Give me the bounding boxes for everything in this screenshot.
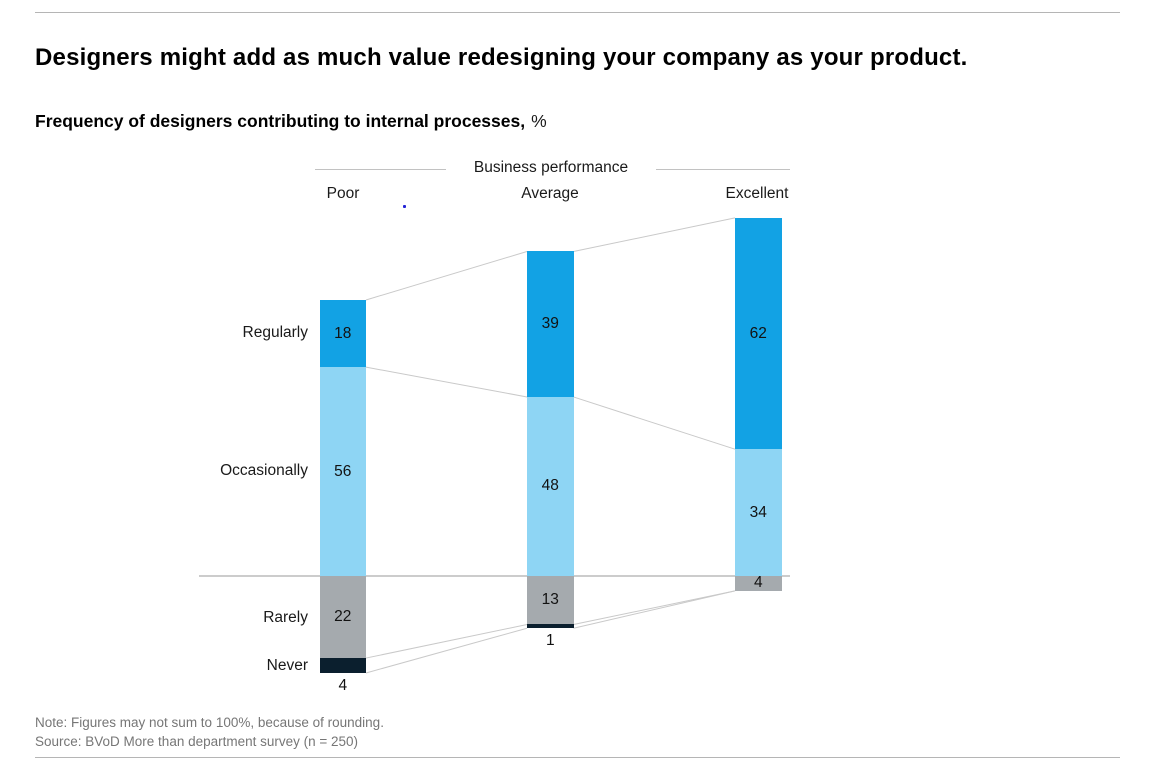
connector-rarely-bottom bbox=[573, 590, 736, 625]
chart-subtitle-unit: % bbox=[531, 111, 547, 131]
source-line: Source: BVoD More than department survey… bbox=[35, 733, 359, 749]
note-line: Note: Figures may not sum to 100%, becau… bbox=[35, 715, 384, 730]
connector-rarely-bottom bbox=[365, 624, 528, 659]
value-poor-never: 4 bbox=[338, 676, 348, 694]
connector-regularly-top bbox=[573, 217, 736, 252]
bar-average-never bbox=[527, 624, 574, 629]
header-rule-left bbox=[315, 169, 446, 170]
chart-subtitle-text: Frequency of designers contributing to i… bbox=[35, 111, 526, 131]
stray-dot-artifact bbox=[403, 205, 406, 208]
bar-poor-regularly bbox=[319, 299, 366, 368]
connector-regularly-top bbox=[365, 251, 528, 301]
bar-poor-occasionally bbox=[319, 367, 366, 576]
bottom-divider bbox=[35, 757, 1120, 758]
connector-never-bottom bbox=[365, 627, 528, 674]
chart-subtitle: Frequency of designers contributing to i… bbox=[35, 111, 1035, 132]
value-excellent-regularly: 62 bbox=[749, 324, 767, 342]
bar-poor-never bbox=[319, 658, 366, 673]
bar-poor-rarely bbox=[319, 576, 366, 659]
row-label-rarely: Rarely bbox=[263, 609, 308, 626]
category-label-average: Average bbox=[521, 185, 579, 202]
bar-average-regularly bbox=[527, 251, 574, 397]
page-title: Designers might add as much value redesi… bbox=[35, 44, 968, 71]
category-label-poor: Poor bbox=[326, 185, 360, 202]
value-average-rarely: 13 bbox=[541, 591, 559, 609]
row-label-occasionally: Occasionally bbox=[220, 462, 308, 479]
connector-occasionally-top bbox=[365, 366, 528, 398]
top-divider bbox=[35, 12, 1120, 13]
value-average-never: 1 bbox=[545, 632, 555, 650]
row-label-never: Never bbox=[266, 657, 308, 674]
value-poor-regularly: 18 bbox=[334, 324, 352, 342]
row-label-regularly: Regularly bbox=[242, 324, 308, 341]
value-excellent-rarely: 4 bbox=[753, 574, 763, 592]
bar-average-rarely bbox=[527, 576, 574, 625]
bar-excellent-occasionally bbox=[735, 449, 782, 576]
bar-excellent-regularly bbox=[735, 217, 782, 450]
connector-occasionally-top bbox=[573, 396, 736, 450]
category-label-excellent: Excellent bbox=[725, 185, 789, 202]
value-average-occasionally: 48 bbox=[541, 477, 559, 495]
bar-excellent-rarely bbox=[735, 576, 782, 591]
value-poor-rarely: 22 bbox=[334, 608, 352, 626]
value-poor-occasionally: 56 bbox=[334, 462, 352, 480]
column-group-header: Business performance bbox=[473, 159, 629, 176]
header-rule-right bbox=[656, 169, 790, 170]
value-average-regularly: 39 bbox=[541, 315, 559, 333]
connector-never-bottom bbox=[573, 590, 736, 629]
footnote-block: Note: Figures may not sum to 100%, becau… bbox=[35, 714, 384, 751]
bar-average-occasionally bbox=[527, 396, 574, 576]
value-excellent-occasionally: 34 bbox=[749, 503, 767, 521]
